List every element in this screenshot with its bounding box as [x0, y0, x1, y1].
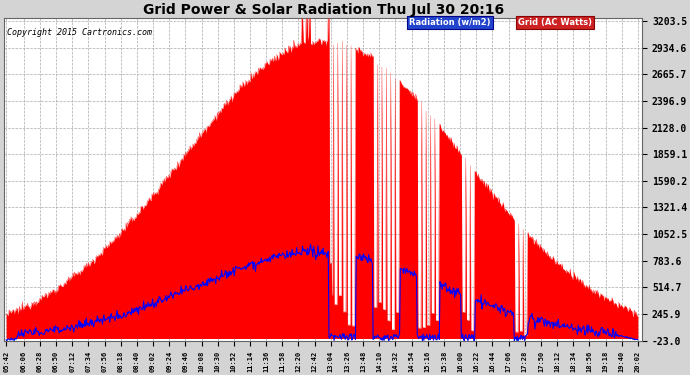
- Text: Copyright 2015 Cartronics.com: Copyright 2015 Cartronics.com: [7, 28, 152, 37]
- Text: Radiation (w/m2): Radiation (w/m2): [409, 18, 491, 27]
- Title: Grid Power & Solar Radiation Thu Jul 30 20:16: Grid Power & Solar Radiation Thu Jul 30 …: [143, 3, 504, 17]
- Text: Grid (AC Watts): Grid (AC Watts): [518, 18, 592, 27]
